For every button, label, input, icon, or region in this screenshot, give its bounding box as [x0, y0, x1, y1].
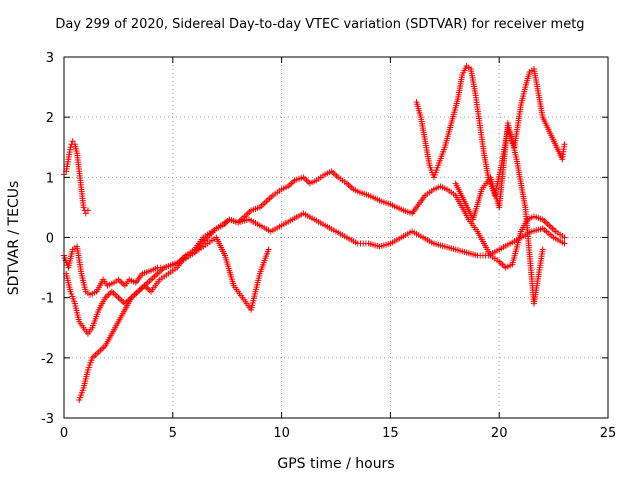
x-tick-label: 20: [491, 426, 508, 441]
y-tick-label: -3: [41, 412, 54, 427]
x-axis-label: GPS time / hours: [277, 456, 395, 472]
y-tick-label: -1: [41, 292, 54, 307]
y-tick-label: 2: [46, 111, 54, 126]
x-tick-label: 15: [382, 426, 399, 441]
x-tick-label: 25: [600, 426, 617, 441]
y-tick-label: -2: [41, 352, 54, 367]
x-tick-label: 10: [273, 426, 290, 441]
grid: [64, 57, 608, 418]
y-tick-label: 0: [46, 232, 54, 247]
data-markers: [61, 63, 568, 403]
series-track-c: [76, 234, 272, 403]
series-track-b: [63, 210, 568, 337]
data-point: [539, 246, 546, 253]
series-track-d: [61, 138, 91, 217]
data-point: [69, 138, 76, 145]
data-point: [561, 234, 568, 241]
data-point: [561, 141, 568, 148]
y-tick-label: 3: [46, 51, 54, 66]
series-track-e: [413, 63, 568, 199]
data-point: [84, 207, 91, 214]
data-point: [80, 204, 87, 211]
data-point: [265, 246, 272, 253]
data-point: [561, 240, 568, 247]
data-point: [82, 210, 89, 217]
x-tick-label: 0: [60, 426, 68, 441]
chart-title: Day 299 of 2020, Sidereal Day-to-day VTE…: [55, 17, 585, 32]
data-point: [67, 144, 74, 151]
y-tick-label: 1: [46, 171, 54, 186]
series-track-f: [452, 120, 546, 307]
x-tick-label: 5: [169, 426, 177, 441]
